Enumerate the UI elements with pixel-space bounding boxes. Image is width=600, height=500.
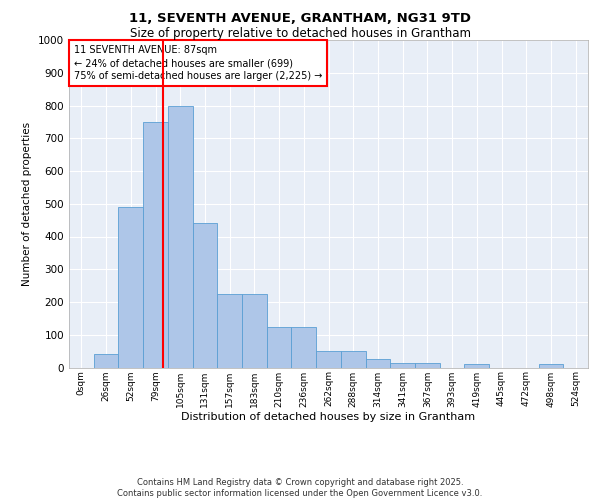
Bar (539, 364, 563, 368)
Text: Contains HM Land Registry data © Crown copyright and database right 2025.
Contai: Contains HM Land Registry data © Crown c… (118, 478, 482, 498)
Y-axis label: Number of detached properties: Number of detached properties (22, 122, 32, 286)
Text: 11, SEVENTH AVENUE, GRANTHAM, NG31 9TD: 11, SEVENTH AVENUE, GRANTHAM, NG31 9TD (129, 12, 471, 26)
Bar (464, 364, 489, 368)
Text: 11 SEVENTH AVENUE: 87sqm
← 24% of detached houses are smaller (699)
75% of semi-: 11 SEVENTH AVENUE: 87sqm ← 24% of detach… (74, 45, 323, 82)
Bar (217, 294, 242, 368)
X-axis label: Distribution of detached houses by size in Grantham: Distribution of detached houses by size … (181, 412, 476, 422)
Bar (365, 360, 390, 368)
Bar (316, 351, 341, 368)
Bar (118, 207, 143, 368)
Text: Size of property relative to detached houses in Grantham: Size of property relative to detached ho… (130, 28, 470, 40)
Bar (267, 326, 292, 368)
Bar (415, 362, 440, 368)
Bar (242, 294, 267, 368)
Bar (390, 362, 415, 368)
Bar (341, 351, 365, 368)
Bar (143, 122, 168, 368)
Bar (94, 354, 118, 368)
Bar (292, 326, 316, 368)
Bar (193, 224, 217, 368)
Bar (168, 106, 193, 368)
